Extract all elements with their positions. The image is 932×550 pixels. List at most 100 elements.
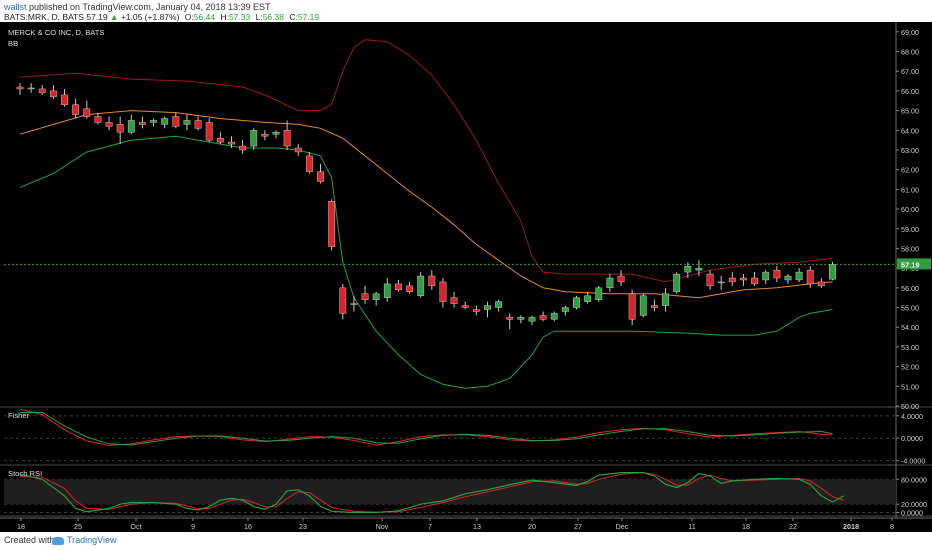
candle-body — [751, 277, 758, 285]
y-tick-label: 68.00 — [901, 48, 919, 57]
y-tick-label: 64.00 — [901, 126, 919, 135]
chart-background — [0, 22, 932, 532]
candle-body — [317, 171, 324, 182]
author-link[interactable]: wallst — [4, 2, 27, 12]
y-tick-label: 56.00 — [901, 284, 919, 293]
candle-body — [216, 137, 224, 143]
candle-body — [673, 273, 681, 292]
candle-body — [161, 118, 169, 125]
candle-body — [228, 141, 235, 145]
x-tick-label: 11 — [688, 522, 695, 531]
candle-body — [606, 277, 614, 289]
close-label: C: — [289, 12, 298, 22]
x-tick-label: 22 — [789, 522, 797, 531]
candle-body — [150, 120, 157, 123]
stoch-rsi-k-line — [19, 472, 844, 514]
candle-body — [439, 281, 447, 302]
candle-body — [651, 305, 658, 308]
y-tick-label: 52.00 — [901, 363, 919, 372]
last-price: 57.19 — [86, 12, 108, 22]
bb-basis-line — [19, 110, 833, 299]
candle-body — [16, 86, 24, 90]
candle-body — [584, 295, 592, 302]
created-with-label: Created with — [4, 535, 55, 545]
candle-body — [383, 283, 391, 298]
footer: Created with TradingView — [0, 532, 932, 550]
bb-lower-line — [19, 135, 833, 389]
candle-body — [817, 281, 825, 287]
candle-body — [595, 287, 603, 300]
candle-body — [784, 275, 792, 281]
candle-body — [83, 108, 91, 117]
y-tick-label: 58.00 — [901, 244, 919, 253]
high-label: H: — [220, 12, 229, 22]
candle-body — [495, 301, 502, 308]
candle-body — [795, 271, 803, 281]
candle-body — [139, 122, 146, 125]
time-axis-background — [0, 518, 932, 532]
y-tick-label: 62.00 — [901, 166, 919, 175]
candle-body — [305, 155, 313, 172]
y-tick-label: 55.00 — [901, 304, 919, 313]
candle-body — [484, 305, 491, 310]
candle-body — [395, 283, 402, 291]
fisher-line — [19, 408, 833, 447]
candle-body — [38, 88, 46, 94]
x-tick-label: 25 — [74, 522, 82, 531]
candle-body — [740, 277, 747, 281]
x-tick-label: 23 — [299, 522, 307, 531]
chart-canvas[interactable]: 50.0051.0052.0053.0054.0055.0056.0057.00… — [0, 22, 932, 532]
candle-body — [773, 269, 781, 279]
x-tick-label: 2018 — [843, 522, 859, 531]
candle-body — [194, 120, 202, 129]
candle-body — [250, 130, 258, 147]
candle-body — [283, 130, 291, 147]
x-tick-label: Oct — [130, 522, 141, 531]
y-tick-label: 4.0000 — [901, 412, 923, 421]
candle-body — [239, 145, 246, 151]
ohlc-info: BATS:MRK, D, BATS 57.19 ▲ +1.05 (+1.87%)… — [4, 12, 319, 22]
candle-body — [517, 317, 525, 320]
candle-body — [94, 116, 102, 123]
fisher-title: Fisher — [8, 411, 30, 420]
x-tick-label: Dec — [616, 522, 629, 531]
candle-body — [61, 94, 68, 105]
open-label: O: — [184, 12, 194, 22]
y-tick-label: 0.0000 — [901, 509, 923, 518]
bb-indicator-label: BB — [8, 39, 18, 48]
x-tick-label: 13 — [473, 522, 481, 531]
candle-body — [328, 200, 336, 247]
open-value: 56.44 — [193, 12, 216, 22]
publish-info: wallst published on TradingView.com, Jan… — [4, 2, 271, 12]
y-tick-label: 51.00 — [901, 382, 919, 391]
candle-body — [417, 275, 425, 296]
low-value: 56.38 — [262, 12, 284, 22]
x-tick-label: 7 — [428, 522, 432, 531]
candle-body — [829, 264, 836, 280]
candle-body — [639, 295, 647, 316]
candle-body — [49, 90, 57, 98]
price-axis-background — [896, 22, 932, 532]
y-tick-label: 59.00 — [901, 225, 919, 234]
y-tick-label: 53.00 — [901, 343, 919, 352]
candle-body — [172, 116, 180, 127]
stoch-rsi-title: Stoch RSI — [8, 469, 42, 478]
candle-body — [573, 297, 580, 308]
last-price-tag — [897, 258, 931, 270]
y-tick-label: 65.00 — [901, 107, 919, 116]
bb-upper-line — [19, 39, 833, 283]
candle-body — [272, 132, 280, 135]
x-tick-label: 18 — [17, 522, 25, 531]
x-tick-label: 20 — [528, 522, 536, 531]
brand-label: TradingView — [67, 535, 117, 545]
candle-body — [472, 309, 480, 312]
symbol-label: BATS:MRK, D, BATS — [4, 12, 84, 22]
candle-body — [461, 305, 469, 308]
stoch-rsi-band — [4, 479, 896, 505]
candle-body — [428, 275, 436, 287]
candle-body — [361, 293, 369, 300]
candle-body — [294, 147, 302, 153]
tradingview-logo[interactable]: TradingView — [52, 535, 117, 545]
candle-body — [550, 313, 558, 320]
candle-body — [528, 317, 536, 322]
